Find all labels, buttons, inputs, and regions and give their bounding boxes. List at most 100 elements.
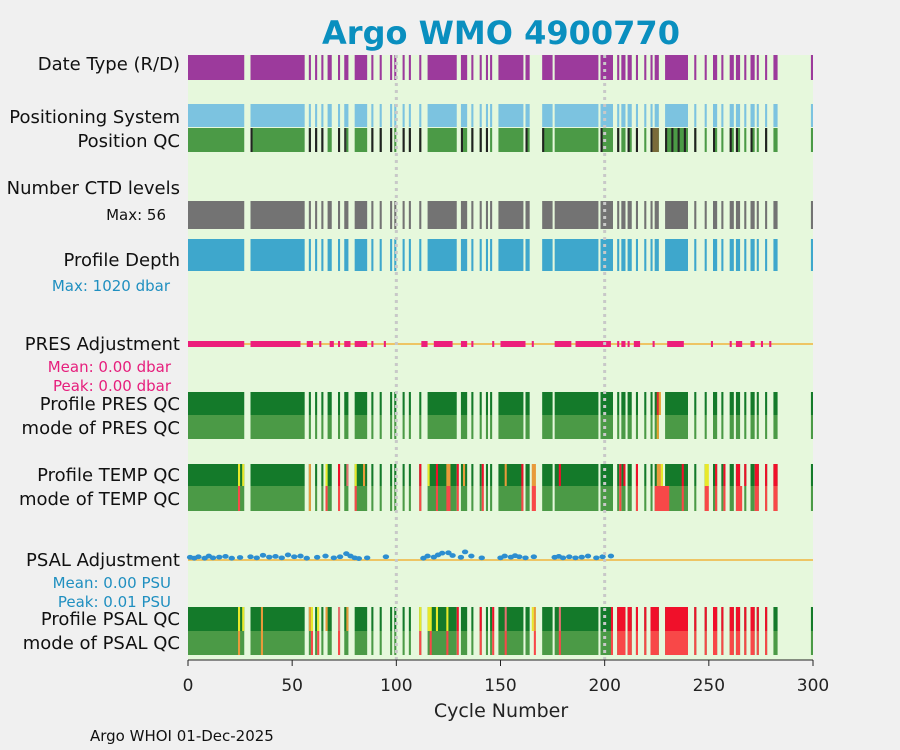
positioning-system-bar-31 <box>644 104 647 127</box>
mode-temp-qc-bar-29 <box>627 486 632 511</box>
profile-depth-bar-42 <box>750 239 755 271</box>
mode-psal-qc-flag-19 <box>650 631 659 655</box>
psal-adjustment-point-51 <box>566 554 573 560</box>
profile-depth-bar-27 <box>617 239 620 271</box>
mode-pres-qc-bar-2 <box>308 415 311 439</box>
mode-psal-qc-bar-9 <box>371 631 374 655</box>
ctd-levels-bar-21 <box>490 201 493 229</box>
mode-temp-qc-flag-5 <box>419 486 422 511</box>
ctd-levels-bar-40 <box>735 201 741 229</box>
mode-psal-qc-flag-29 <box>756 631 759 655</box>
profile-psal-qc-flag-26 <box>665 607 688 631</box>
profile-temp-qc-flag-27 <box>723 464 726 486</box>
profile-psal-qc-flag-5 <box>317 607 320 631</box>
position-qc-flag-9 <box>402 128 405 152</box>
positioning-system-bar-44 <box>765 104 768 127</box>
psal-adjustment-point-35 <box>445 550 452 556</box>
profile-temp-qc-flag-20 <box>623 464 626 486</box>
data-type-bar-41 <box>744 55 747 80</box>
data-type-bar-32 <box>650 55 653 80</box>
profile-depth-bar-25 <box>554 239 599 271</box>
position-qc-bar-7 <box>344 128 349 152</box>
profile-temp-qc-flag-0 <box>238 464 241 486</box>
pres-adjustment-mark-11 <box>433 341 453 347</box>
mode-pres-qc-bar-22 <box>498 415 524 439</box>
mode-pres-qc-bar-4 <box>321 415 324 439</box>
mode-psal-qc-bar-10 <box>379 631 382 655</box>
position-qc-bar-22 <box>498 128 524 152</box>
profile-depth-bar-1 <box>250 239 305 271</box>
profile-psal-qc-flag-25 <box>650 607 659 631</box>
data-type-bar-42 <box>750 55 755 80</box>
profile-psal-qc-bar-1 <box>250 607 305 631</box>
pres-adjustment-mark-26 <box>729 341 732 347</box>
ctd-levels-bar-31 <box>644 201 647 229</box>
psal-adjustment-point-28 <box>363 555 371 561</box>
positioning-system-bar-26 <box>600 104 613 127</box>
profile-temp-qc-bar-5 <box>327 464 332 486</box>
profile-depth-bar-11 <box>390 239 393 271</box>
positioning-system-bar-16 <box>427 104 457 127</box>
positioning-system-bar-2 <box>308 104 311 127</box>
pres-adjustment-mark-8 <box>371 341 374 347</box>
positioning-system-bar-38 <box>721 104 724 127</box>
profile-depth-bar-7 <box>344 239 349 271</box>
mode-temp-qc-bar-14 <box>408 486 411 511</box>
row-label-mode-temp-qc: mode of TEMP QC <box>19 489 180 510</box>
mode-pres-qc-bar-25 <box>554 415 599 439</box>
profile-psal-qc-flag-8 <box>346 607 349 631</box>
position-qc-flag-18 <box>600 128 603 152</box>
ctd-levels-bar-20 <box>485 201 488 229</box>
profile-temp-qc-flag-10 <box>435 464 438 486</box>
profile-psal-qc-bar-23 <box>525 607 530 631</box>
profile-depth-bar-24 <box>542 239 553 271</box>
profile-pres-qc-bar-40 <box>735 392 741 415</box>
positioning-system-bar-34 <box>665 104 688 127</box>
mode-temp-qc-flag-2 <box>325 486 328 511</box>
pres-adjustment-mark-2 <box>306 341 313 347</box>
ctd-levels-bar-46 <box>810 201 813 229</box>
ctd-levels-bar-33 <box>654 201 659 229</box>
ctd-levels-bar-2 <box>308 201 311 229</box>
psal-adjustment-point-34 <box>438 550 446 556</box>
positioning-system-bar-8 <box>354 104 368 127</box>
profile-pres-qc-bar-6 <box>338 392 341 415</box>
profile-depth-bar-31 <box>644 239 647 271</box>
profile-psal-qc-flag-20 <box>610 607 613 631</box>
profile-temp-qc-bar-38 <box>721 464 724 486</box>
profile-temp-qc-flag-5 <box>346 464 349 486</box>
positioning-system-bar-36 <box>704 104 707 127</box>
psal-adjustment-point-11 <box>253 555 260 561</box>
profile-psal-qc-flag-24 <box>644 607 647 631</box>
profile-temp-qc-bar-20 <box>485 464 488 486</box>
ctd-levels-bar-15 <box>419 201 422 229</box>
mode-pres-qc-bar-8 <box>354 415 368 439</box>
profile-pres-qc-bar-7 <box>344 392 349 415</box>
mode-pres-qc-bar-35 <box>694 415 697 439</box>
profile-pres-qc-bar-32 <box>650 392 653 415</box>
profile-depth-bar-39 <box>729 239 734 271</box>
row-label-position-qc: Position QC <box>77 131 180 152</box>
profile-pres-qc-bar-19 <box>479 392 482 415</box>
mode-pres-qc-bar-0 <box>188 415 245 439</box>
mode-temp-qc-bar-26 <box>600 486 613 511</box>
position-qc-bar-41 <box>744 128 747 152</box>
mode-temp-qc-flag-20 <box>754 486 759 511</box>
position-qc-bar-29 <box>627 128 632 152</box>
mode-pres-qc-bar-32 <box>650 415 653 439</box>
positioning-system-bar-9 <box>371 104 374 127</box>
mode-psal-qc-bar-1 <box>250 631 305 655</box>
data-type-bar-11 <box>390 55 393 80</box>
positioning-system-bar-29 <box>627 104 632 127</box>
mode-psal-qc-flag-11 <box>504 631 507 655</box>
pres-adjustment-mark-10 <box>421 341 428 347</box>
profile-depth-bar-2 <box>308 239 311 271</box>
profile-depth-bar-28 <box>621 239 626 271</box>
mode-pres-qc-bar-46 <box>810 415 813 439</box>
data-type-bar-16 <box>427 55 457 80</box>
ctd-levels-bar-8 <box>354 201 368 229</box>
profile-temp-qc-flag-2 <box>308 464 311 486</box>
profile-pres-qc-bar-46 <box>810 392 813 415</box>
profile-psal-qc-flag-29 <box>713 607 718 631</box>
mode-psal-qc-bar-46 <box>810 631 813 655</box>
